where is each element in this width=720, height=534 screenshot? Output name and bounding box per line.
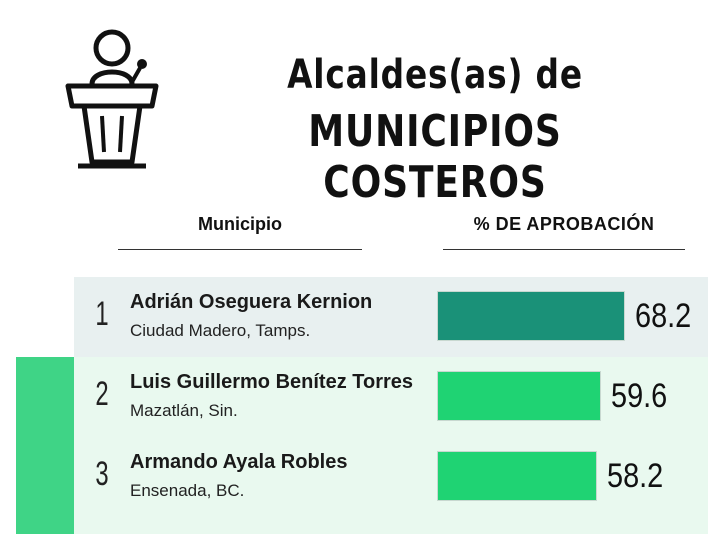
column-header-municipio: Municipio (198, 214, 282, 234)
chart-title-line2: MUNICIPIOS COSTEROS (308, 106, 562, 208)
header-divider-municipio (118, 249, 362, 250)
rank-number: 3 (95, 455, 109, 493)
rank-number: 1 (95, 295, 109, 333)
approval-value-label: 59.6 (611, 377, 668, 415)
column-header-aprobacion: % DE APROBACIÓN (473, 214, 655, 234)
approval-value-label: 68.2 (635, 297, 692, 335)
table-row: 3 Armando Ayala Robles Ensenada, BC. 58.2 (74, 437, 708, 517)
municipality-name: Mazatlán, Sin. (130, 401, 238, 420)
chart-title-line1: Alcaldes(as) de (287, 52, 583, 98)
mayor-name: Adrián Oseguera Kernion (130, 291, 373, 313)
podium-speaker-icon (62, 24, 162, 172)
approval-value-label: 58.2 (607, 457, 664, 495)
approval-bar (437, 451, 597, 501)
table-row: 1 Adrián Oseguera Kernion Ciudad Madero, T… (74, 277, 708, 357)
mayor-name: Armando Ayala Robles (130, 451, 348, 473)
header-divider-aprobacion (443, 249, 685, 250)
table-row: 2 Luis Guillermo Benítez Torres Mazatlán, … (74, 357, 708, 437)
approval-bar (437, 291, 625, 341)
side-accent-band (16, 357, 74, 534)
mayor-name: Luis Guillermo Benítez Torres (130, 371, 414, 393)
approval-bar (437, 371, 601, 421)
municipality-name: Ensenada, BC. (130, 481, 245, 500)
rank-number: 2 (95, 375, 109, 413)
municipality-name: Ciudad Madero, Tamps. (130, 321, 311, 340)
row-band-rest (74, 357, 708, 534)
